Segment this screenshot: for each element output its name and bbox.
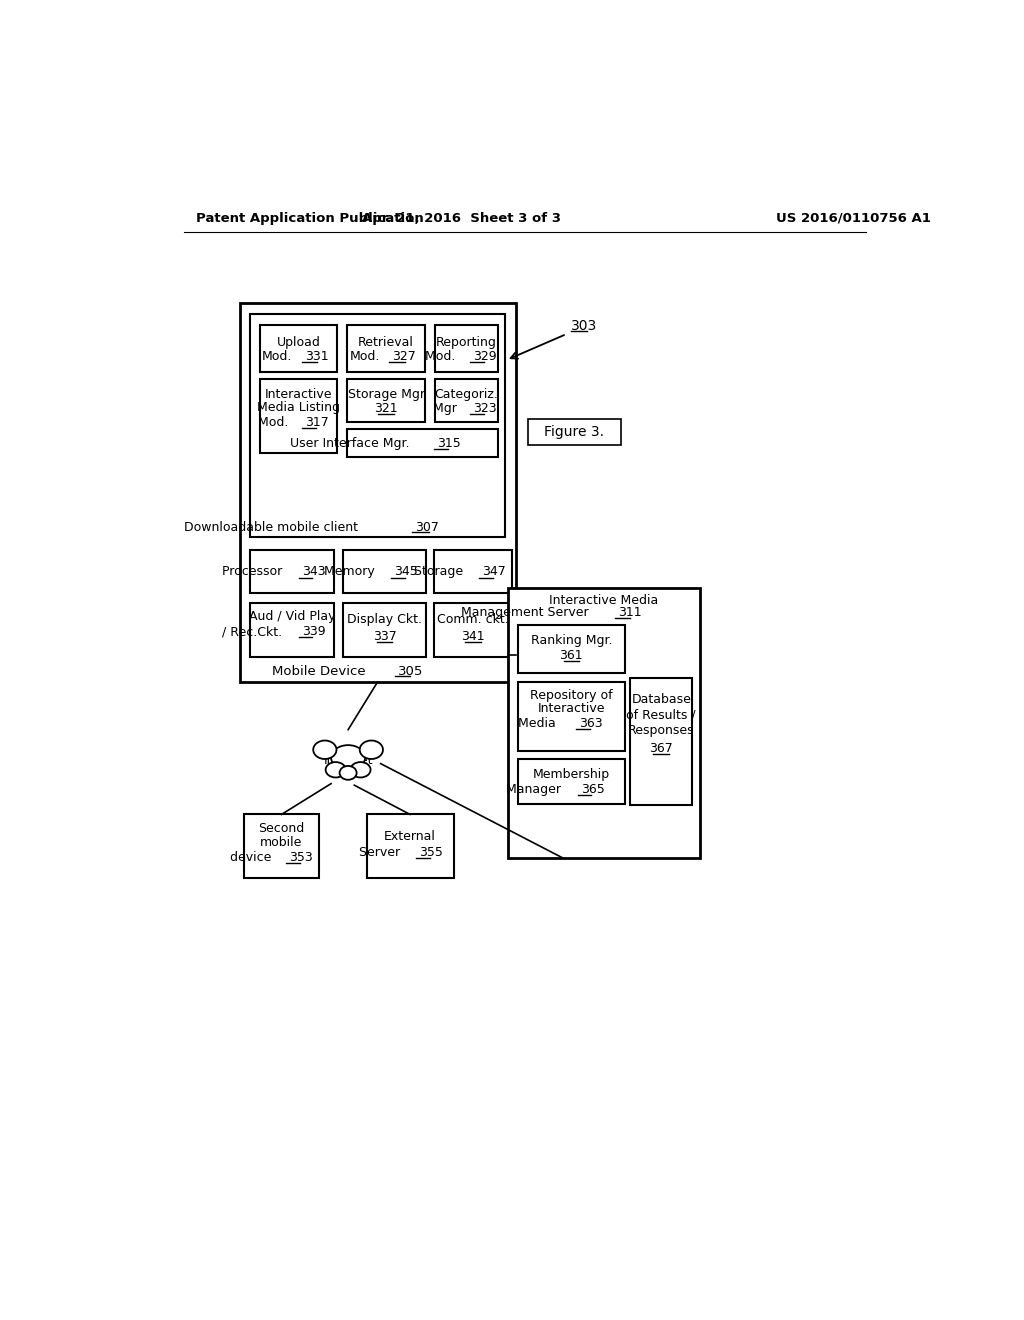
Text: 317: 317	[305, 416, 329, 429]
Text: Interactive Media: Interactive Media	[549, 594, 658, 607]
Bar	[630, 678, 692, 805]
Text: Manager: Manager	[506, 783, 565, 796]
Text: Mod.: Mod.	[349, 350, 380, 363]
Ellipse shape	[350, 762, 371, 777]
Bar	[251, 549, 334, 593]
Text: 311: 311	[617, 606, 641, 619]
Bar	[347, 326, 425, 372]
Text: Second: Second	[258, 822, 304, 834]
Text: Mod.: Mod.	[258, 416, 292, 429]
Text: device: device	[229, 851, 275, 865]
Text: 303: 303	[571, 319, 598, 333]
Text: Memory: Memory	[324, 565, 378, 578]
Text: Mod.: Mod.	[262, 350, 292, 363]
Bar	[434, 603, 512, 656]
Bar	[528, 418, 621, 445]
Text: 345: 345	[394, 565, 418, 578]
Text: Interactive: Interactive	[538, 702, 605, 715]
Bar	[518, 682, 625, 751]
Text: 355: 355	[420, 846, 443, 859]
Bar	[518, 626, 625, 673]
Text: 327: 327	[392, 350, 416, 363]
Text: 321: 321	[374, 403, 398, 416]
Bar	[518, 759, 625, 804]
Ellipse shape	[313, 741, 337, 759]
Text: Storage Mgr: Storage Mgr	[347, 388, 425, 401]
Text: Mobile Device: Mobile Device	[272, 665, 371, 677]
Text: Responses: Responses	[628, 723, 694, 737]
Text: Apr. 21, 2016  Sheet 3 of 3: Apr. 21, 2016 Sheet 3 of 3	[361, 213, 561, 224]
Bar	[343, 603, 426, 656]
Bar	[260, 379, 337, 453]
Text: 363: 363	[579, 717, 603, 730]
Text: Retrieval: Retrieval	[358, 335, 414, 348]
Bar	[251, 603, 334, 656]
Text: Interactive: Interactive	[265, 388, 332, 401]
Text: Media Listing: Media Listing	[257, 401, 340, 414]
Bar	[347, 379, 425, 422]
Text: 361: 361	[559, 649, 583, 663]
Bar	[435, 379, 499, 422]
Text: of Results /: of Results /	[627, 709, 696, 722]
Bar	[434, 549, 512, 593]
Text: Membership: Membership	[532, 768, 610, 781]
Ellipse shape	[359, 741, 383, 759]
Text: Ranking Mgr.: Ranking Mgr.	[530, 634, 612, 647]
Text: Database: Database	[631, 693, 691, 706]
Text: Aud / Vid Play: Aud / Vid Play	[249, 610, 336, 623]
Ellipse shape	[326, 762, 346, 777]
Text: 305: 305	[398, 665, 424, 677]
Text: Internet: Internet	[324, 754, 373, 767]
Text: 315: 315	[437, 437, 461, 450]
Text: Server: Server	[358, 846, 403, 859]
Text: Reporting: Reporting	[436, 335, 497, 348]
Text: Storage: Storage	[414, 565, 467, 578]
Bar	[260, 326, 337, 372]
Text: 367: 367	[649, 742, 673, 755]
Text: Repository of: Repository of	[530, 689, 612, 702]
Text: 323: 323	[473, 403, 497, 416]
Bar	[245, 814, 318, 878]
Bar	[343, 549, 426, 593]
Text: Mgr: Mgr	[432, 403, 461, 416]
Text: 331: 331	[305, 350, 329, 363]
Text: Upload: Upload	[276, 335, 321, 348]
Text: Display Ckt.: Display Ckt.	[347, 612, 422, 626]
Text: / Rec.Ckt.: / Rec.Ckt.	[222, 626, 286, 639]
Text: Processor: Processor	[222, 565, 286, 578]
Text: Figure 3.: Figure 3.	[545, 425, 604, 438]
Text: 347: 347	[482, 565, 506, 578]
Text: Comm. ckt.: Comm. ckt.	[437, 612, 509, 626]
Text: 343: 343	[302, 565, 326, 578]
Text: 337: 337	[373, 630, 396, 643]
Text: Media: Media	[518, 717, 563, 730]
Bar	[241, 304, 515, 682]
Bar	[508, 589, 700, 858]
Text: Downloadable mobile client: Downloadable mobile client	[184, 520, 362, 533]
Text: mobile: mobile	[260, 836, 303, 849]
Text: Mod.: Mod.	[425, 350, 459, 363]
Text: 339: 339	[302, 626, 326, 639]
Text: 307: 307	[415, 520, 438, 533]
Text: 341: 341	[461, 630, 484, 643]
Bar	[435, 326, 499, 372]
Text: Patent Application Publication: Patent Application Publication	[197, 213, 424, 224]
Text: 365: 365	[581, 783, 604, 796]
Text: 353: 353	[289, 851, 313, 865]
Text: 329: 329	[473, 350, 497, 363]
Ellipse shape	[340, 766, 356, 780]
Text: Management Server: Management Server	[462, 606, 593, 619]
Bar	[347, 429, 499, 457]
Text: Categoriz.: Categoriz.	[435, 388, 499, 401]
Ellipse shape	[331, 744, 366, 770]
Bar	[367, 814, 454, 878]
Text: User Interface Mgr.: User Interface Mgr.	[290, 437, 414, 450]
Text: US 2016/0110756 A1: US 2016/0110756 A1	[776, 213, 931, 224]
Bar	[251, 314, 505, 537]
Text: External: External	[384, 829, 436, 842]
Text: 351: 351	[336, 767, 360, 779]
